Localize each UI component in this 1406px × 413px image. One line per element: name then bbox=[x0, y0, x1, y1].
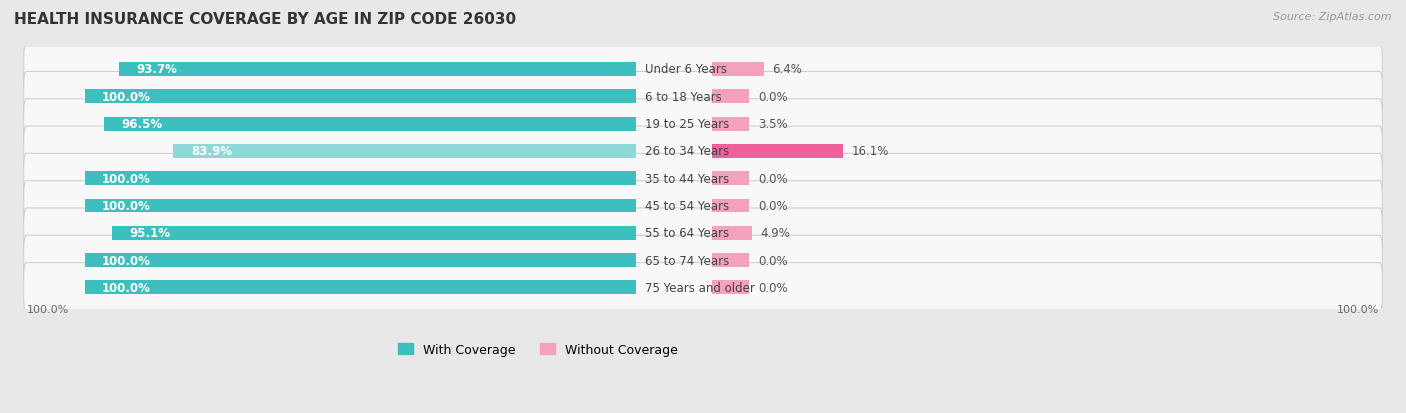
FancyBboxPatch shape bbox=[24, 236, 1382, 285]
Text: 0.0%: 0.0% bbox=[758, 281, 787, 294]
Text: 26 to 34 Years: 26 to 34 Years bbox=[645, 145, 730, 158]
Text: 100.0%: 100.0% bbox=[103, 254, 150, 267]
Text: 0.0%: 0.0% bbox=[758, 90, 787, 104]
Bar bbox=[104, 117, 637, 131]
Text: 100.0%: 100.0% bbox=[27, 304, 69, 314]
Text: 100.0%: 100.0% bbox=[103, 281, 150, 294]
Text: 3.5%: 3.5% bbox=[758, 118, 787, 131]
Bar bbox=[84, 90, 637, 104]
Bar bbox=[711, 199, 749, 213]
Bar bbox=[84, 254, 637, 268]
Text: Source: ZipAtlas.com: Source: ZipAtlas.com bbox=[1274, 12, 1392, 22]
Text: 6 to 18 Years: 6 to 18 Years bbox=[645, 90, 721, 104]
Text: 55 to 64 Years: 55 to 64 Years bbox=[645, 227, 730, 240]
Text: 45 to 54 Years: 45 to 54 Years bbox=[645, 199, 730, 213]
Text: 100.0%: 100.0% bbox=[103, 199, 150, 213]
Text: 19 to 25 Years: 19 to 25 Years bbox=[645, 118, 730, 131]
Text: 100.0%: 100.0% bbox=[103, 172, 150, 185]
FancyBboxPatch shape bbox=[24, 154, 1382, 204]
Text: 0.0%: 0.0% bbox=[758, 172, 787, 185]
Text: 93.7%: 93.7% bbox=[136, 63, 177, 76]
Bar bbox=[173, 145, 637, 159]
Text: 95.1%: 95.1% bbox=[129, 227, 170, 240]
Bar bbox=[711, 172, 749, 186]
Bar bbox=[711, 90, 749, 104]
Text: 96.5%: 96.5% bbox=[121, 118, 163, 131]
Bar bbox=[711, 254, 749, 268]
Bar bbox=[711, 63, 763, 77]
FancyBboxPatch shape bbox=[24, 100, 1382, 149]
Text: 6.4%: 6.4% bbox=[772, 63, 803, 76]
Bar bbox=[84, 281, 637, 294]
FancyBboxPatch shape bbox=[24, 263, 1382, 313]
FancyBboxPatch shape bbox=[24, 209, 1382, 258]
Bar bbox=[711, 281, 749, 294]
Text: 75 Years and older: 75 Years and older bbox=[645, 281, 755, 294]
Text: Under 6 Years: Under 6 Years bbox=[645, 63, 727, 76]
Text: 83.9%: 83.9% bbox=[191, 145, 232, 158]
Bar bbox=[84, 172, 637, 186]
Bar bbox=[711, 226, 752, 240]
Bar bbox=[711, 145, 842, 159]
Text: 4.9%: 4.9% bbox=[761, 227, 790, 240]
Bar bbox=[84, 199, 637, 213]
Text: 16.1%: 16.1% bbox=[851, 145, 889, 158]
Bar bbox=[120, 63, 637, 77]
FancyBboxPatch shape bbox=[24, 181, 1382, 231]
Text: 100.0%: 100.0% bbox=[103, 90, 150, 104]
Text: 0.0%: 0.0% bbox=[758, 254, 787, 267]
Text: 100.0%: 100.0% bbox=[1337, 304, 1379, 314]
Legend: With Coverage, Without Coverage: With Coverage, Without Coverage bbox=[392, 338, 683, 361]
Text: HEALTH INSURANCE COVERAGE BY AGE IN ZIP CODE 26030: HEALTH INSURANCE COVERAGE BY AGE IN ZIP … bbox=[14, 12, 516, 27]
FancyBboxPatch shape bbox=[24, 72, 1382, 122]
Bar bbox=[111, 226, 637, 240]
Text: 35 to 44 Years: 35 to 44 Years bbox=[645, 172, 730, 185]
Bar bbox=[711, 117, 749, 131]
Text: 0.0%: 0.0% bbox=[758, 199, 787, 213]
Text: 65 to 74 Years: 65 to 74 Years bbox=[645, 254, 730, 267]
FancyBboxPatch shape bbox=[24, 127, 1382, 176]
FancyBboxPatch shape bbox=[24, 45, 1382, 95]
